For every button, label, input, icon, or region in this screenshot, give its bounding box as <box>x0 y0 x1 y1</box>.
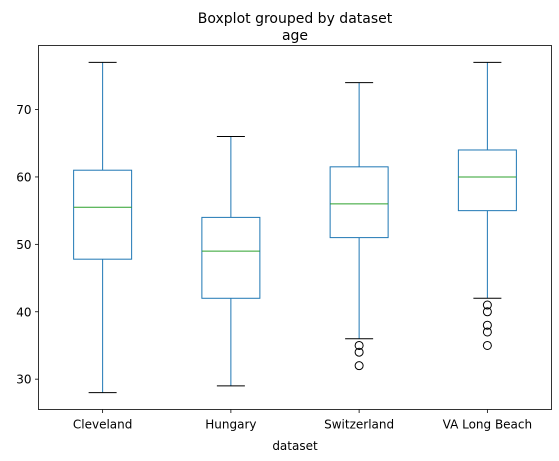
y-tick-label: 60 <box>16 170 31 184</box>
outlier-point <box>482 340 492 350</box>
box-group <box>201 136 261 387</box>
outlier-point <box>482 300 492 310</box>
x-axis-label: dataset <box>272 439 318 453</box>
plot-area <box>73 61 517 394</box>
outlier-point <box>354 340 364 350</box>
outlier-point <box>482 307 492 317</box>
chart-title: age <box>282 28 308 44</box>
box-group <box>329 82 389 371</box>
y-tick-label: 30 <box>16 373 31 387</box>
x-tick-label: Cleveland <box>73 418 133 432</box>
y-tick-label: 40 <box>16 305 31 319</box>
y-axis: 30 40 50 60 70 <box>16 103 39 387</box>
x-tick-label: VA Long Beach <box>443 418 533 432</box>
chart-suptitle: Boxplot grouped by dataset <box>198 11 393 27</box>
x-axis: Cleveland Hungary Switzerland VA Long Beach <box>73 409 533 432</box>
x-tick-label: Hungary <box>205 418 256 432</box>
box <box>73 169 133 260</box>
outlier-point <box>482 327 492 337</box>
box <box>201 216 261 299</box>
outlier-point <box>354 361 364 371</box>
plot-frame <box>38 45 552 410</box>
y-tick-label: 70 <box>16 103 31 117</box>
box <box>329 166 389 239</box>
box <box>457 149 517 212</box>
outlier-point <box>482 320 492 330</box>
box-group <box>73 61 133 394</box>
y-tick-label: 50 <box>16 238 31 252</box>
x-tick-label: Switzerland <box>324 418 394 432</box>
box-group <box>457 61 517 350</box>
outlier-point <box>354 347 364 357</box>
